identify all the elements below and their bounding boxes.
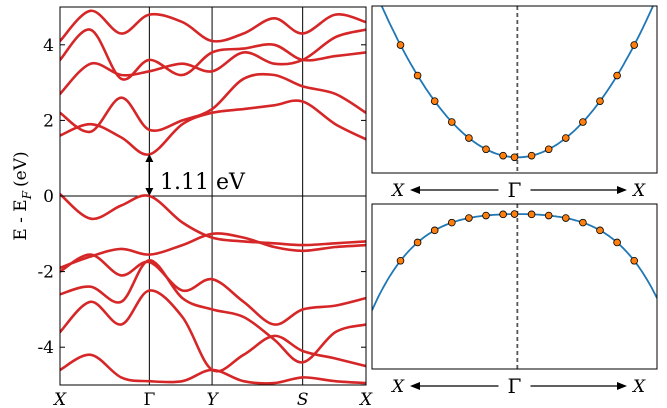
sample-point [482, 211, 490, 220]
sample-point [413, 71, 422, 80]
x-tick-label: Γ [143, 390, 155, 408]
k-label-gamma: Γ [508, 178, 522, 202]
band-gap-arrow [145, 154, 154, 196]
band-grid [60, 7, 366, 385]
k-arrow-left-head [410, 186, 420, 194]
band-line [60, 9, 366, 43]
band-line [60, 259, 366, 364]
band-line [60, 353, 366, 385]
k-arrow-right-head [617, 382, 627, 390]
band-line [60, 289, 366, 373]
sample-point [396, 256, 405, 265]
sample-point [447, 218, 456, 227]
sample-point [613, 71, 621, 80]
fit-curve [380, 6, 654, 159]
sample-point [630, 256, 638, 265]
x-tick-label: Y [206, 390, 219, 408]
band-line [60, 232, 366, 270]
sample-point [630, 41, 638, 49]
sample-point [527, 151, 536, 160]
sample-point [413, 238, 422, 247]
k-label-right: X [631, 181, 646, 201]
sample-point [499, 151, 507, 160]
sample-point [544, 145, 553, 154]
y-tick-label: 2 [43, 111, 54, 131]
vb-fit-content [372, 204, 657, 369]
x-tick-label: X [358, 390, 373, 408]
fit-curve [372, 213, 657, 311]
k-label-gamma: Γ [508, 374, 522, 398]
k-label-right: X [631, 377, 646, 397]
band-lines [60, 9, 366, 385]
band-line [60, 192, 366, 247]
sample-point [579, 118, 587, 126]
sample-point [447, 118, 456, 126]
sample-point [613, 238, 621, 247]
vb-fit-frame [371, 203, 658, 370]
sample-point [596, 226, 604, 235]
band-line [60, 253, 366, 326]
y-tick-label: -2 [37, 263, 54, 283]
sample-point [430, 226, 439, 235]
gap-arrow-head-down [145, 188, 154, 196]
k-arrow-right-head [617, 186, 627, 194]
k-label-left: X [390, 377, 405, 397]
band-line [60, 99, 366, 156]
sample-point [561, 214, 570, 222]
y-tick-label: -4 [37, 338, 54, 358]
sample-point [544, 211, 553, 220]
sample-point [527, 210, 536, 219]
sample-point [396, 41, 405, 49]
k-label-left: X [390, 181, 405, 201]
band-panel: 4 2 0 -2 -4 X Γ Y S X E - EF(eV) 1.11 eV [11, 6, 373, 408]
x-tick-label: X [52, 390, 67, 408]
sample-point [561, 134, 570, 142]
sample-point [579, 218, 587, 227]
band-line [60, 72, 366, 134]
y-tick-label: 4 [43, 36, 54, 56]
sample-point [465, 214, 473, 222]
sample-point [510, 210, 519, 218]
sample-point [430, 97, 439, 105]
band-gap-label: 1.11 eV [160, 170, 246, 195]
cb-fit-frame [371, 5, 658, 174]
band-y-axis-label: E - EF(eV) [11, 151, 34, 240]
y-tick-label: 0 [43, 187, 54, 207]
sample-point [596, 97, 604, 105]
cb-fit-content [380, 6, 654, 173]
sample-point [510, 153, 519, 162]
gap-arrow-head-up [145, 154, 154, 163]
band-line [60, 28, 366, 96]
band-y-ticks: 4 2 0 -2 -4 [37, 36, 366, 358]
sample-point [482, 145, 490, 154]
x-tick-label: S [297, 390, 309, 408]
band-line [60, 28, 366, 81]
sample-point [465, 134, 473, 142]
sample-point [499, 210, 507, 219]
k-arrow-left-head [410, 382, 420, 390]
